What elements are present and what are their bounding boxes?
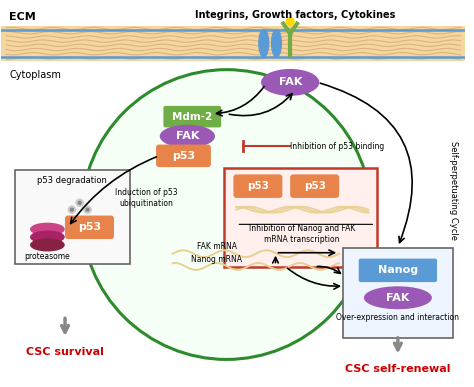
Text: Nanog: Nanog — [378, 265, 418, 275]
Text: CSC survival: CSC survival — [26, 347, 104, 356]
FancyBboxPatch shape — [359, 259, 437, 282]
Text: Inhibition of Nanog and FAK
mRNA transcription: Inhibition of Nanog and FAK mRNA transcr… — [249, 224, 355, 244]
FancyBboxPatch shape — [290, 175, 339, 198]
Text: Nanog mRNA: Nanog mRNA — [191, 255, 242, 264]
Text: FAK: FAK — [279, 77, 302, 87]
Text: proteasome: proteasome — [25, 252, 70, 261]
Bar — [1, 26, 465, 61]
Text: p53 degradation: p53 degradation — [37, 176, 107, 185]
Text: Over-expression and interaction: Over-expression and interaction — [337, 313, 459, 322]
Ellipse shape — [31, 239, 64, 251]
Text: Induction of p53
ubiquitination: Induction of p53 ubiquitination — [115, 188, 178, 207]
Ellipse shape — [259, 29, 269, 57]
Text: FAK: FAK — [386, 293, 410, 303]
Circle shape — [71, 208, 73, 211]
Text: CSC self-renewal: CSC self-renewal — [345, 364, 451, 374]
Ellipse shape — [272, 29, 282, 57]
Circle shape — [286, 18, 294, 26]
FancyBboxPatch shape — [233, 175, 283, 198]
Ellipse shape — [161, 125, 214, 147]
Text: Self-perpetuating Cycle: Self-perpetuating Cycle — [449, 140, 458, 240]
Circle shape — [83, 206, 91, 214]
Text: FAK mRNA: FAK mRNA — [197, 242, 237, 251]
Text: p53: p53 — [304, 181, 326, 191]
Ellipse shape — [31, 223, 64, 235]
Text: p53: p53 — [78, 222, 101, 232]
FancyBboxPatch shape — [15, 170, 129, 264]
Circle shape — [68, 206, 76, 214]
Text: p53: p53 — [247, 181, 269, 191]
FancyBboxPatch shape — [65, 216, 114, 239]
Circle shape — [82, 70, 372, 360]
Text: Inhibition of p53 binding: Inhibition of p53 binding — [290, 142, 384, 151]
Text: p53: p53 — [172, 151, 195, 161]
Text: Mdm-2: Mdm-2 — [172, 112, 212, 122]
FancyBboxPatch shape — [224, 168, 377, 267]
FancyBboxPatch shape — [343, 248, 453, 338]
Ellipse shape — [262, 70, 319, 95]
Text: Integrins, Growth factors, Cytokines: Integrins, Growth factors, Cytokines — [195, 10, 395, 20]
Ellipse shape — [31, 231, 64, 243]
FancyBboxPatch shape — [164, 106, 221, 127]
Text: FAK: FAK — [176, 131, 199, 141]
FancyBboxPatch shape — [156, 145, 211, 167]
Circle shape — [86, 208, 89, 211]
Ellipse shape — [365, 287, 431, 308]
Text: ECM: ECM — [9, 12, 36, 22]
Text: Cytoplasm: Cytoplasm — [9, 70, 61, 80]
Circle shape — [76, 199, 83, 207]
Circle shape — [78, 201, 81, 204]
